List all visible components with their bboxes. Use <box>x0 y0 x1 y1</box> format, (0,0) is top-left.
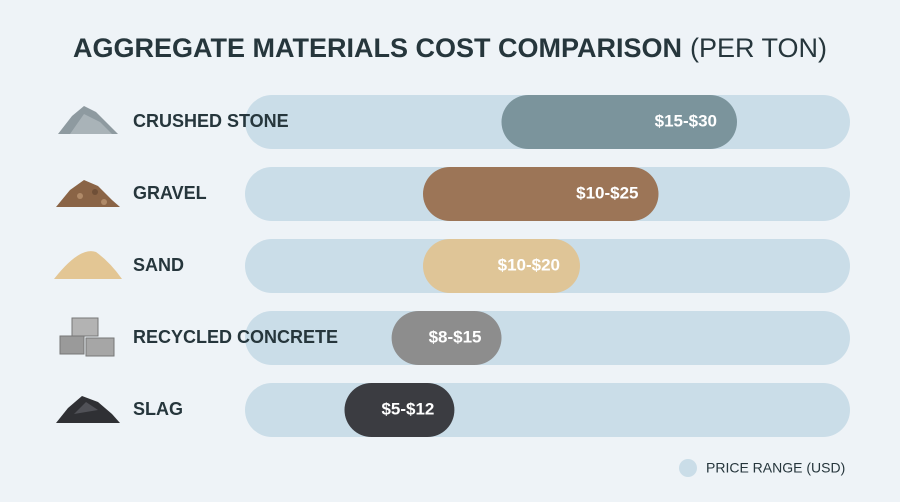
icon-gravel <box>56 180 120 207</box>
icon-slag <box>56 396 120 423</box>
category-label: CRUSHED STONE <box>133 111 289 131</box>
range-bar <box>423 239 580 293</box>
range-bar <box>344 383 455 437</box>
range-bar <box>501 95 737 149</box>
legend-swatch <box>679 459 697 477</box>
title-main: AGGREGATE MATERIALS COST COMPARISON <box>73 33 682 63</box>
value-label: $10-$20 <box>498 255 560 274</box>
value-label: $8-$15 <box>429 327 482 346</box>
range-bar <box>423 167 659 221</box>
icons <box>54 106 122 423</box>
legend-label: PRICE RANGE (USD) <box>706 460 845 476</box>
category-label: GRAVEL <box>133 183 207 203</box>
value-label: $10-$25 <box>576 183 638 202</box>
chart-title: AGGREGATE MATERIALS COST COMPARISON (PER … <box>73 33 827 63</box>
range-bar <box>391 311 502 365</box>
category-label: RECYCLED CONCRETE <box>133 327 338 347</box>
icon-crushed-stone <box>58 106 118 134</box>
icon-sand <box>54 251 122 279</box>
title-unit: (PER TON) <box>690 33 827 63</box>
icon-recycled-concrete <box>59 317 115 357</box>
value-label: $15-$30 <box>655 111 717 130</box>
category-label: SLAG <box>133 399 183 419</box>
value-label: $5-$12 <box>381 399 434 418</box>
category-label: SAND <box>133 255 184 275</box>
track <box>245 383 850 437</box>
